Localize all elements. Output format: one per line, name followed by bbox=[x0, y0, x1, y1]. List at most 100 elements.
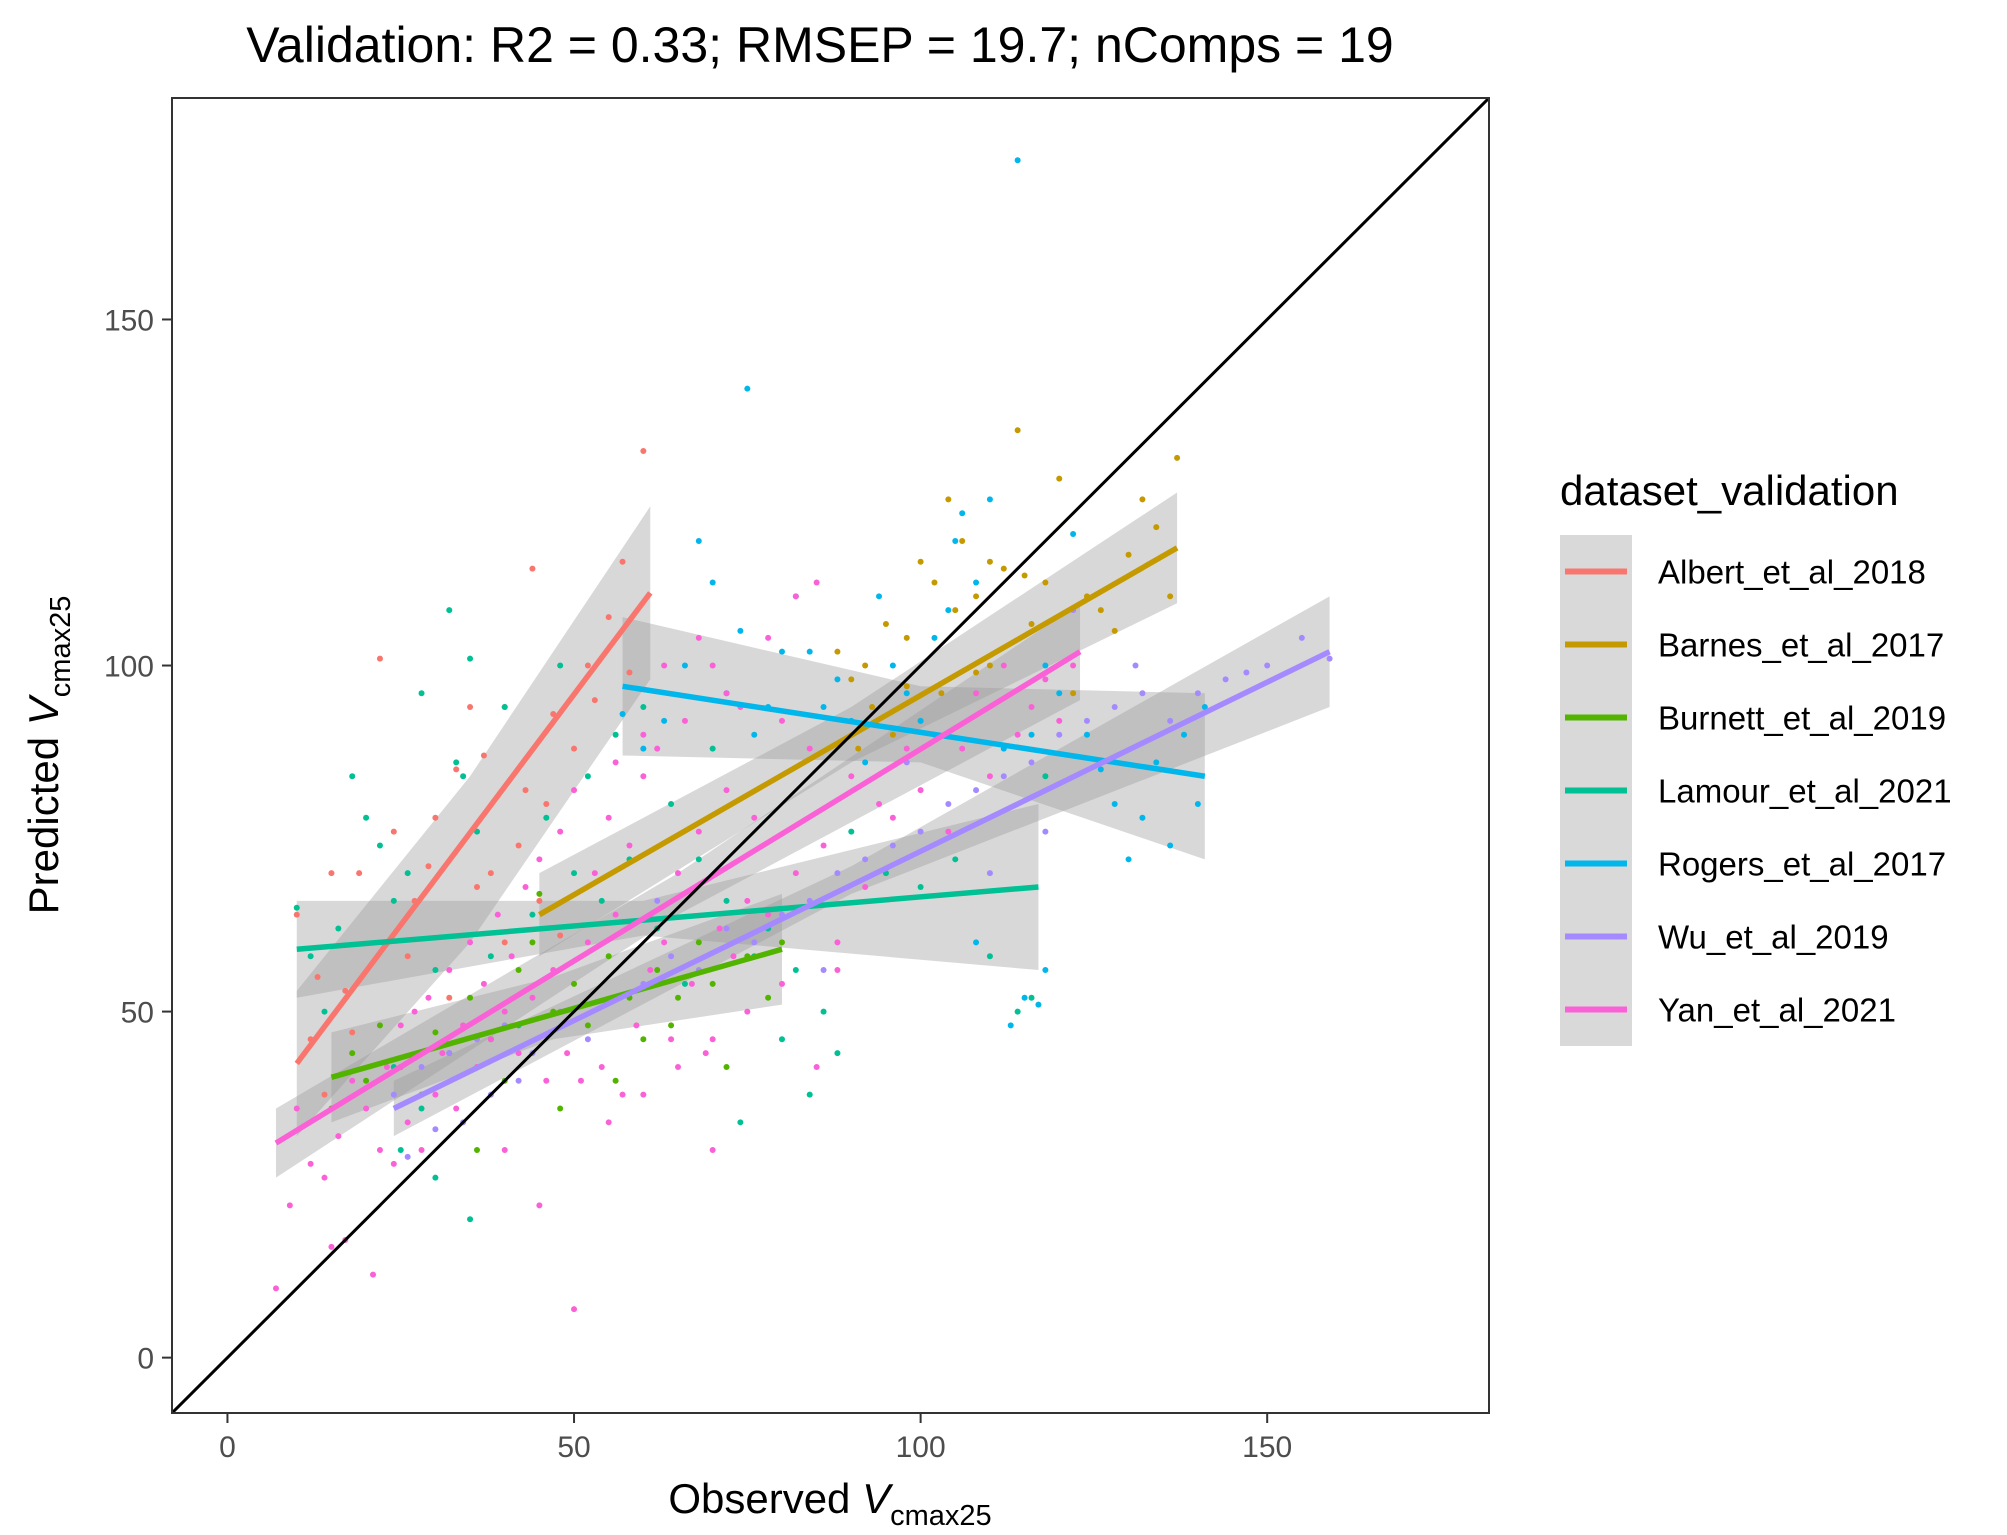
data-point bbox=[598, 897, 605, 904]
data-point bbox=[986, 953, 993, 960]
data-point bbox=[293, 1105, 300, 1112]
data-point bbox=[647, 967, 654, 974]
panel-border bbox=[171, 97, 1490, 1414]
data-point bbox=[1153, 524, 1160, 531]
data-point bbox=[467, 994, 474, 1001]
data-point bbox=[1028, 731, 1035, 738]
data-point bbox=[848, 828, 855, 835]
data-point bbox=[1042, 662, 1049, 669]
data-point bbox=[467, 655, 474, 662]
data-point bbox=[834, 648, 841, 655]
data-point bbox=[876, 800, 883, 807]
data-point bbox=[1167, 593, 1174, 600]
data-point bbox=[834, 1050, 841, 1057]
data-point bbox=[473, 1147, 480, 1153]
data-point bbox=[716, 925, 723, 932]
data-point bbox=[765, 911, 772, 918]
data-point bbox=[529, 994, 536, 1001]
data-point bbox=[917, 787, 924, 794]
data-point bbox=[501, 704, 508, 711]
data-point bbox=[557, 662, 564, 669]
confidence-band bbox=[393, 596, 1330, 1137]
data-point bbox=[820, 967, 827, 974]
data-point bbox=[577, 1077, 584, 1084]
data-point bbox=[404, 1153, 411, 1160]
data-point bbox=[952, 856, 959, 863]
data-point bbox=[557, 828, 564, 835]
data-point bbox=[376, 1147, 383, 1153]
data-point bbox=[1056, 731, 1063, 738]
data-point bbox=[1000, 662, 1007, 669]
data-point bbox=[349, 1050, 356, 1057]
data-point bbox=[751, 731, 758, 738]
data-point bbox=[903, 683, 910, 690]
data-point bbox=[349, 1029, 356, 1036]
data-point bbox=[834, 870, 841, 877]
data-point bbox=[349, 1077, 356, 1084]
data-point bbox=[737, 1119, 744, 1126]
data-point bbox=[959, 537, 966, 544]
data-point bbox=[702, 1050, 709, 1057]
data-point bbox=[695, 939, 702, 946]
data-point bbox=[411, 1008, 418, 1015]
data-point bbox=[543, 800, 550, 807]
data-point bbox=[723, 787, 730, 794]
y-tick-label: 150 bbox=[104, 304, 154, 337]
data-point bbox=[813, 1063, 820, 1070]
data-point bbox=[778, 1036, 785, 1043]
data-point bbox=[363, 1105, 370, 1112]
data-point bbox=[293, 911, 300, 918]
data-point bbox=[668, 953, 675, 960]
data-point bbox=[675, 1063, 682, 1070]
reference-line-group bbox=[172, 98, 1489, 1413]
data-point bbox=[376, 655, 383, 662]
data-point bbox=[661, 717, 668, 724]
data-point bbox=[598, 1063, 605, 1070]
data-point bbox=[730, 953, 737, 960]
data-point bbox=[328, 1243, 335, 1250]
data-point bbox=[494, 911, 501, 918]
data-point bbox=[1167, 717, 1174, 724]
data-point bbox=[501, 939, 508, 946]
data-point bbox=[668, 1022, 675, 1029]
y-axis: 0 50 100 150 bbox=[104, 304, 172, 1376]
x-tick-label: 150 bbox=[1242, 1431, 1292, 1464]
data-point bbox=[917, 884, 924, 890]
data-point bbox=[640, 1091, 647, 1098]
data-point bbox=[376, 1022, 383, 1029]
data-point bbox=[1007, 1022, 1014, 1029]
data-point bbox=[862, 759, 869, 766]
data-point bbox=[1139, 690, 1146, 697]
data-point bbox=[390, 1091, 397, 1098]
legend: dataset_validation Albert_et_al_2018 Barn… bbox=[1560, 467, 1952, 1046]
data-point bbox=[945, 607, 952, 614]
data-point bbox=[834, 967, 841, 974]
data-point bbox=[529, 911, 536, 918]
data-point bbox=[882, 621, 889, 627]
data-point bbox=[855, 745, 862, 752]
data-point bbox=[792, 593, 799, 600]
data-point bbox=[1021, 994, 1028, 1001]
data-point bbox=[806, 745, 813, 752]
data-point bbox=[1132, 662, 1139, 669]
data-point bbox=[370, 1271, 377, 1278]
scatter-points bbox=[272, 157, 1333, 1313]
data-point bbox=[709, 980, 716, 987]
data-point bbox=[571, 787, 578, 794]
data-point bbox=[931, 579, 938, 586]
data-point bbox=[418, 1063, 425, 1070]
data-point bbox=[446, 607, 453, 614]
data-point bbox=[571, 980, 578, 987]
data-point bbox=[397, 1147, 404, 1153]
data-point bbox=[834, 676, 841, 683]
data-point bbox=[1201, 704, 1208, 711]
data-point bbox=[744, 1008, 751, 1015]
data-point bbox=[834, 939, 841, 946]
data-point bbox=[959, 510, 966, 517]
data-point bbox=[363, 1077, 370, 1084]
data-point bbox=[536, 1202, 543, 1209]
data-point bbox=[681, 662, 688, 669]
data-point bbox=[1083, 717, 1090, 724]
data-point bbox=[986, 870, 993, 877]
